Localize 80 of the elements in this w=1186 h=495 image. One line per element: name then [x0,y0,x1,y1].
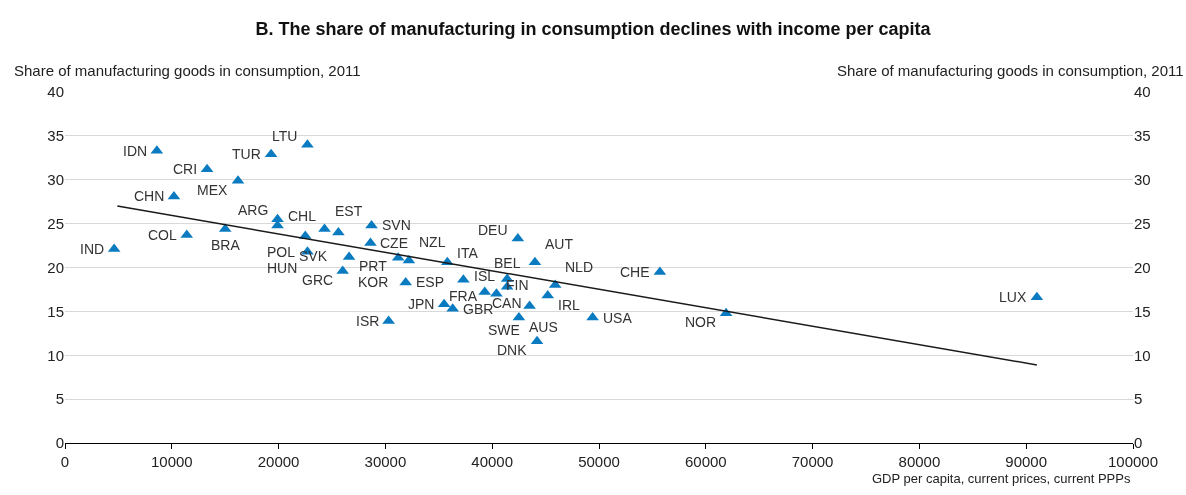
annotation: MEX [197,182,228,198]
annotation: POL [267,244,296,260]
y2-tick-label: 35 [1134,127,1151,145]
annotation: NLD [565,259,594,275]
annotation: CHL [288,208,317,224]
x-tick-label: 50000 [578,453,620,470]
annotation: ISL [474,268,496,284]
y-tick-label: 5 [55,390,64,408]
y-tick-label: 35 [47,127,64,145]
x-tick-label: 30000 [364,453,407,470]
y2-tick-label: 5 [1134,390,1143,408]
annotation: SVN [382,217,411,233]
point [167,190,181,200]
x-tick-label: 60000 [684,453,727,470]
y2-tick-label: 30 [1134,171,1151,188]
annotation: ISR [356,313,380,329]
annotation: NZL [419,234,446,250]
annotation: TUR [232,146,261,162]
annotation: COL [148,227,177,243]
x-tick-label: 80000 [898,453,941,470]
chart-title: B. The share of manufacturing in consumption declines with income per capita [255,18,932,39]
y-tick-label: 0 [55,434,64,452]
annotation: ITA [457,245,479,261]
annotation: PRT [359,258,388,274]
y2-tick-label: 25 [1134,214,1151,232]
annotation: ARG [238,202,269,218]
point [399,276,413,286]
annotation: IRL [558,297,580,313]
annotation: BEL [494,255,521,271]
x-tick-label: 20000 [257,453,300,470]
annotation: EST [335,203,363,219]
annotation: CZE [380,235,408,251]
annotation: AUS [529,319,558,335]
y2-tick-label: 10 [1134,346,1151,364]
annotation: CRI [173,161,198,177]
annotation: IDN [123,143,148,159]
y-tick-label: 10 [47,346,64,364]
annotation: AUT [545,236,574,252]
point [264,148,278,158]
annotation: NOR [685,314,717,330]
y-axis-title: Share of manufacturing goods in consumption, 2011 [14,62,361,79]
x-tick-label: 70000 [791,453,834,470]
point [365,219,378,229]
y2-tick-label: 20 [1134,258,1151,276]
x-axis-title: GDP per capita, current prices, current PPPs [872,471,1131,486]
x-tick-label: 10000 [150,453,193,470]
point [1030,291,1044,301]
annotation: ESP [416,274,445,290]
annotation: JPN [408,296,435,312]
annotation: CAN [492,295,522,311]
point [402,254,416,264]
y-tick-label: 15 [47,302,64,320]
y2-tick-label: 40 [1134,83,1151,101]
y2-tick-label: 0 [1134,434,1143,452]
annotation: DEU [478,222,508,238]
y2-axis-title: Share of manufacturing goods in consumption, 2011 [837,62,1184,79]
annotation: HUN [267,260,298,276]
annotation: FRA [449,288,478,304]
y2-tick-label: 15 [1134,302,1151,320]
annotation: SVK [299,248,328,264]
annotation: KOR [358,274,389,290]
x-tick-label: 100000 [1107,453,1159,470]
annotation: CHN [134,188,165,204]
x-tick-label: 40000 [471,453,514,470]
annotation: CHE [620,264,650,280]
annotation: LTU [272,128,298,144]
annotation: BRA [211,237,241,253]
annotation: SWE [488,322,520,338]
point [332,226,345,236]
x-tick-label: 90000 [1005,453,1048,470]
annotation: DNK [497,342,528,358]
y-tick-label: 30 [47,171,64,188]
y-tick-label: 40 [47,83,64,101]
point [437,298,451,308]
annotation: USA [603,310,633,326]
annotation: GRC [302,272,334,288]
annotation: LUX [999,289,1027,305]
y-tick-label: 20 [47,258,64,276]
annotation: IND [80,241,105,257]
y-tick-label: 25 [47,214,64,232]
